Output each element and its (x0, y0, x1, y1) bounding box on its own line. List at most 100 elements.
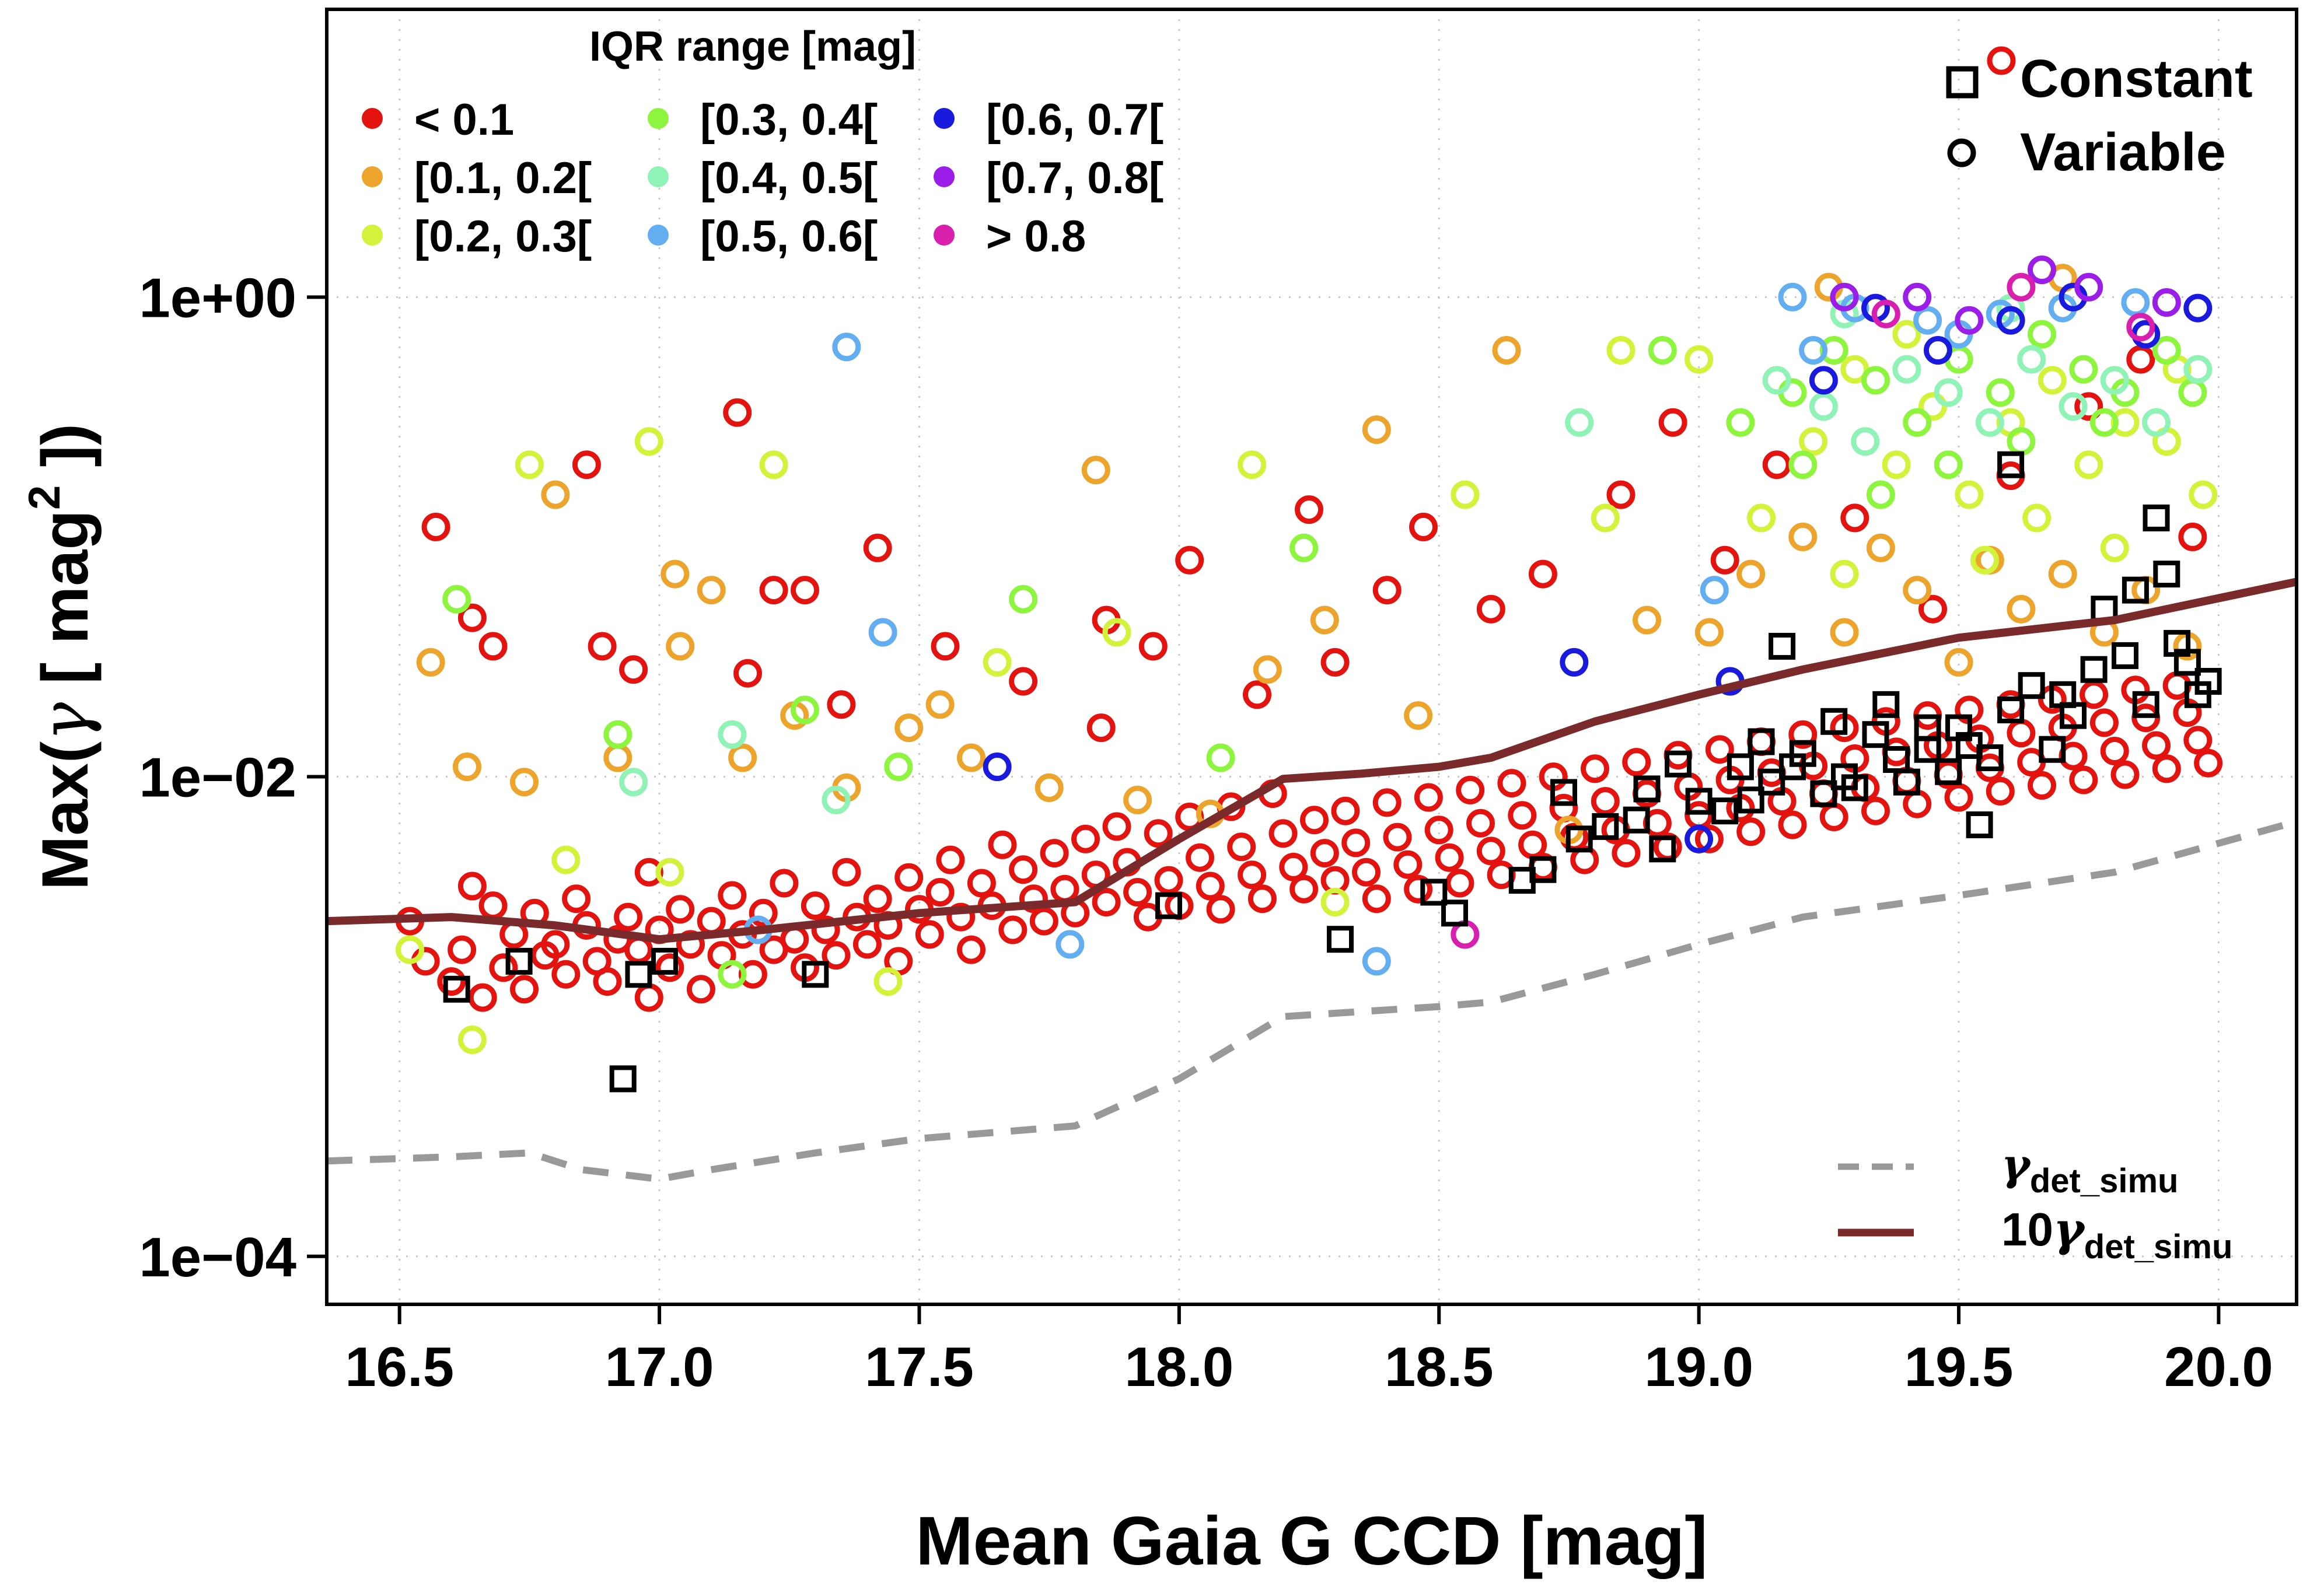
variable-star-point (1238, 450, 1267, 480)
variable-star-point (1918, 392, 1947, 421)
constant-star-point (1327, 926, 1354, 953)
variable-star-point (1081, 456, 1110, 485)
variable-star-point (852, 930, 882, 959)
variable-star-point (661, 559, 690, 589)
variable-star-point (1700, 576, 1729, 605)
threshold-lines (326, 578, 2298, 1183)
variable-star-point (1414, 783, 1443, 812)
variable-star-point (1685, 824, 1714, 853)
variable-star-point (697, 576, 726, 605)
x-tick-label: 18.0 (1124, 1336, 1233, 1398)
variable-star-point (1913, 306, 1942, 335)
variable-star-point (2183, 355, 2213, 384)
iqr-legend-dot-icon (362, 225, 383, 246)
constant-star-point (2132, 691, 2159, 718)
variable-star-point (442, 584, 471, 614)
y-tick-label: 1e+00 (139, 267, 296, 329)
variable-star-point (718, 960, 747, 989)
y-axis-label: Max(γ [ mag2 ]) (20, 424, 103, 890)
y-tick-label: 1e−02 (139, 747, 296, 809)
variable-star-point (1866, 480, 1895, 509)
lines-legend: γdet_simu 10γdet_simu (1838, 1140, 2232, 1266)
x-axis: 16.5 17.0 17.5 18.0 18.5 19.0 19.5 20.0 (345, 1304, 2273, 1398)
iqr-legend-label: [0.1, 0.2[ (414, 153, 592, 203)
constant-star-point (443, 975, 470, 1003)
variable-star-point (1892, 320, 1921, 349)
variable-star-point (1612, 839, 1641, 868)
variable-star-point (1247, 884, 1277, 914)
variable-star-point (925, 690, 955, 719)
iqr-legend-dot-icon (934, 225, 955, 246)
x-axis-label: Mean Gaia G CCD [mag] (915, 1503, 1707, 1580)
legend-det-simu-label: γdet_simu (2001, 1140, 2179, 1200)
variable-star-point (2189, 480, 2218, 509)
variable-star-point (2074, 272, 2103, 302)
variable-star-point (515, 450, 544, 480)
variable-star-point (1331, 796, 1360, 825)
variable-star-point (925, 878, 955, 907)
variable-star-point (1934, 378, 1963, 407)
variable-star-point (1903, 282, 1932, 312)
iqr-legend-entries: < 0.1 [0.1, 0.2[[0.2, 0.3[[0.3, 0.4[[0.4,… (362, 95, 1163, 261)
variable-star-point (863, 884, 892, 914)
variable-star-point (1736, 559, 1766, 589)
constant-star-point (1155, 892, 1182, 919)
constant-star-point (2060, 702, 2087, 729)
variable-star-point (2069, 355, 2098, 384)
constant-star-point (2173, 649, 2201, 676)
variable-star-point (1445, 869, 1474, 898)
constant-star-point (802, 961, 829, 988)
variable-star-point (1809, 366, 1838, 395)
variable-star-point (998, 915, 1028, 944)
variable-star-point (1362, 947, 1391, 976)
variable-star-point (822, 941, 851, 970)
variable-star-point (1175, 545, 1204, 575)
variable-star-point (551, 960, 581, 989)
variable-star-point (666, 632, 695, 661)
iqr-legend-label: < 0.1 (414, 95, 514, 145)
variable-star-point (2089, 408, 2119, 437)
variable-star-point (1986, 776, 2015, 806)
variable-star-point (1871, 299, 1900, 328)
variable-star-point (2028, 771, 2056, 800)
variable-star-point (1726, 408, 1755, 437)
variable-star-point (1799, 336, 1828, 365)
iqr-legend-title: IQR range [mag] (589, 23, 916, 70)
variable-star-point (915, 920, 944, 949)
iqr-legend-label: > 0.8 (986, 212, 1086, 261)
variable-star-point (457, 872, 487, 901)
variable-star-point (1606, 336, 1635, 365)
variable-star-point (884, 752, 913, 781)
y-axis-label-gamma: γ (27, 702, 103, 741)
variable-star-point (1861, 366, 1890, 395)
variable-star-point (1591, 503, 1620, 533)
ten-det-simu-line (326, 578, 2298, 944)
variable-star-point (1492, 336, 1521, 365)
constant-star-point (1592, 813, 1619, 840)
variable-star-point (1648, 336, 1677, 365)
variable-star-point (868, 618, 897, 647)
variable-star-point (1809, 392, 1838, 421)
constant-star-point (1779, 753, 1806, 780)
variable-star-point (2038, 366, 2067, 395)
constant-star-point (2143, 504, 2170, 531)
variable-star-point (1279, 852, 1308, 881)
variable-star-point (489, 953, 518, 982)
constant-star-point (1769, 632, 1796, 660)
iqr-legend-dot-icon (362, 166, 383, 187)
iqr-legend-label: [0.2, 0.3[ (414, 212, 592, 261)
constant-star-point (2112, 642, 2138, 669)
variable-star-point (1243, 680, 1271, 709)
variable-star-point (1866, 533, 1895, 562)
variable-star-point (666, 895, 695, 924)
iqr-legend-dot-icon (648, 225, 669, 246)
variable-star-point (1944, 648, 1973, 677)
constant-star-point (2018, 672, 2045, 699)
variable-star-point (562, 884, 591, 914)
variable-star-point (1383, 822, 1412, 852)
variable-star-point (1466, 808, 1495, 838)
y-axis-label-prefix: Max( (29, 741, 102, 890)
variable-star-point (634, 427, 663, 456)
variable-star-point (1238, 860, 1267, 890)
constant-star-point (1565, 825, 1593, 853)
